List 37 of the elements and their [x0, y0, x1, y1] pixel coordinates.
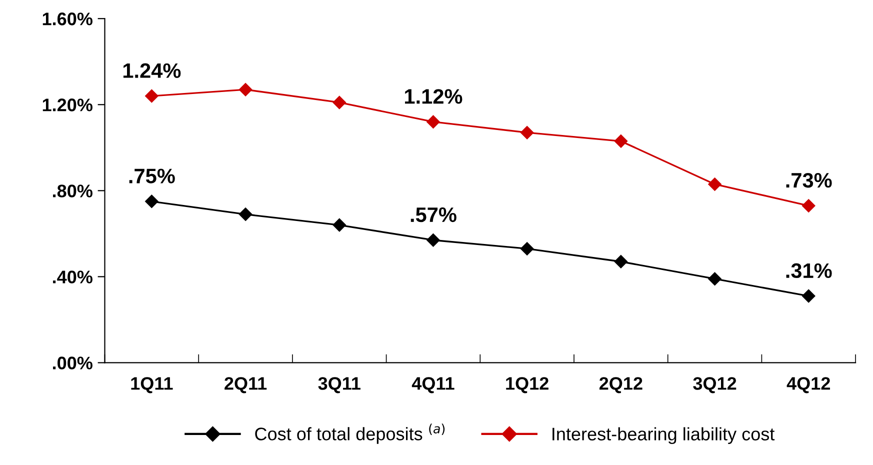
- data-label: .57%: [410, 207, 456, 222]
- point: [238, 208, 252, 221]
- data-label: .31%: [786, 263, 832, 278]
- x-tick-label: 2Q12: [599, 377, 642, 394]
- point: [708, 178, 722, 191]
- point: [520, 126, 534, 140]
- point: [332, 96, 346, 110]
- y-tick-label: .80%: [53, 184, 92, 198]
- y-tick-label: .40%: [53, 270, 92, 284]
- point: [708, 272, 722, 286]
- point: [426, 234, 440, 247]
- data-label: .75%: [129, 168, 175, 184]
- point: [614, 255, 628, 268]
- x-tick-label: 2Q11: [224, 377, 267, 394]
- x-tick-label: 4Q11: [412, 377, 454, 394]
- point: [426, 115, 440, 128]
- data-label: .73%: [786, 172, 832, 188]
- y-tick-label: 1.20%: [42, 98, 92, 112]
- point: [802, 199, 816, 212]
- point: [802, 289, 816, 303]
- point: [145, 89, 158, 103]
- y-tick-label: .00%: [53, 356, 92, 370]
- x-tick-label: 1Q12: [506, 377, 548, 394]
- x-tick-label: 3Q12: [693, 377, 736, 394]
- point: [520, 242, 534, 256]
- y-tick-label: 1.60%: [42, 12, 92, 26]
- x-tick-label: 4Q12: [786, 377, 830, 394]
- data-label: 1.24%: [123, 63, 181, 78]
- data-label: 1.12%: [405, 89, 462, 104]
- x-tick-label: 1Q11: [131, 377, 173, 394]
- legend-label: Interest-bearing liability cost: [552, 427, 775, 444]
- point: [238, 82, 252, 96]
- legend-label: Cost of total deposits $^{(a)}$: [255, 424, 445, 444]
- x-tick-label: 3Q11: [318, 377, 360, 394]
- point: [332, 218, 346, 232]
- point: [614, 134, 628, 148]
- point: [145, 194, 158, 208]
